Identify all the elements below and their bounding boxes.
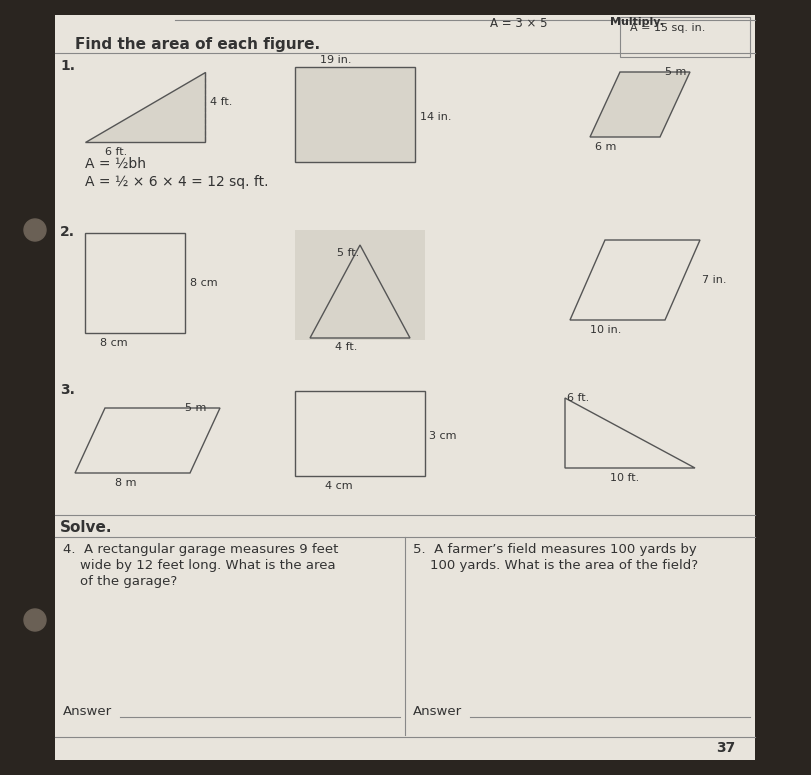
Bar <box>295 67 415 162</box>
Text: 10 ft.: 10 ft. <box>610 473 639 483</box>
Bar <box>295 230 425 340</box>
Bar <box>295 391 425 476</box>
Bar <box>55 15 755 760</box>
Text: 37: 37 <box>716 741 735 755</box>
Bar <box>620 17 750 57</box>
Text: 4 ft.: 4 ft. <box>210 97 233 107</box>
Bar <box>85 233 185 333</box>
Text: 100 yards. What is the area of the field?: 100 yards. What is the area of the field… <box>413 559 698 572</box>
Text: 5 ft.: 5 ft. <box>337 248 359 258</box>
Text: A = 15 sq. in.: A = 15 sq. in. <box>630 23 706 33</box>
Text: A = 3 × 5: A = 3 × 5 <box>490 17 547 30</box>
Text: Find the area of each figure.: Find the area of each figure. <box>75 37 320 52</box>
Text: 4 cm: 4 cm <box>325 481 353 491</box>
Text: 8 cm: 8 cm <box>190 278 217 288</box>
Circle shape <box>24 219 46 241</box>
Text: wide by 12 feet long. What is the area: wide by 12 feet long. What is the area <box>63 559 336 572</box>
Text: Answer: Answer <box>413 705 462 718</box>
Text: A = ½bh: A = ½bh <box>85 157 146 171</box>
Text: 4.  A rectangular garage measures 9 feet: 4. A rectangular garage measures 9 feet <box>63 543 338 556</box>
Text: 3 cm: 3 cm <box>429 431 457 441</box>
Text: Answer: Answer <box>63 705 112 718</box>
Text: 6 ft.: 6 ft. <box>567 393 590 403</box>
Text: 7 in.: 7 in. <box>702 275 727 285</box>
Text: 5 m: 5 m <box>665 67 686 77</box>
Polygon shape <box>85 72 205 142</box>
Circle shape <box>24 609 46 631</box>
Text: 6 ft.: 6 ft. <box>105 147 127 157</box>
Text: 6 m: 6 m <box>595 142 616 152</box>
Text: 1.: 1. <box>60 59 75 73</box>
Polygon shape <box>590 72 690 137</box>
Text: 10 in.: 10 in. <box>590 325 621 335</box>
Text: Solve.: Solve. <box>60 520 113 535</box>
Text: 4 ft.: 4 ft. <box>335 342 358 352</box>
Text: 5.  A farmer’s field measures 100 yards by: 5. A farmer’s field measures 100 yards b… <box>413 543 697 556</box>
Text: A = ½ × 6 × 4 = 12 sq. ft.: A = ½ × 6 × 4 = 12 sq. ft. <box>85 175 268 189</box>
Text: 8 cm: 8 cm <box>100 338 127 348</box>
Text: 5 m: 5 m <box>185 403 206 413</box>
Text: 14 in.: 14 in. <box>420 112 452 122</box>
Text: of the garage?: of the garage? <box>63 575 178 588</box>
Text: 19 in.: 19 in. <box>320 55 351 65</box>
Text: 3.: 3. <box>60 383 75 397</box>
Text: 2.: 2. <box>60 225 75 239</box>
Text: Multiply.: Multiply. <box>610 17 663 27</box>
Text: 8 m: 8 m <box>115 478 136 488</box>
